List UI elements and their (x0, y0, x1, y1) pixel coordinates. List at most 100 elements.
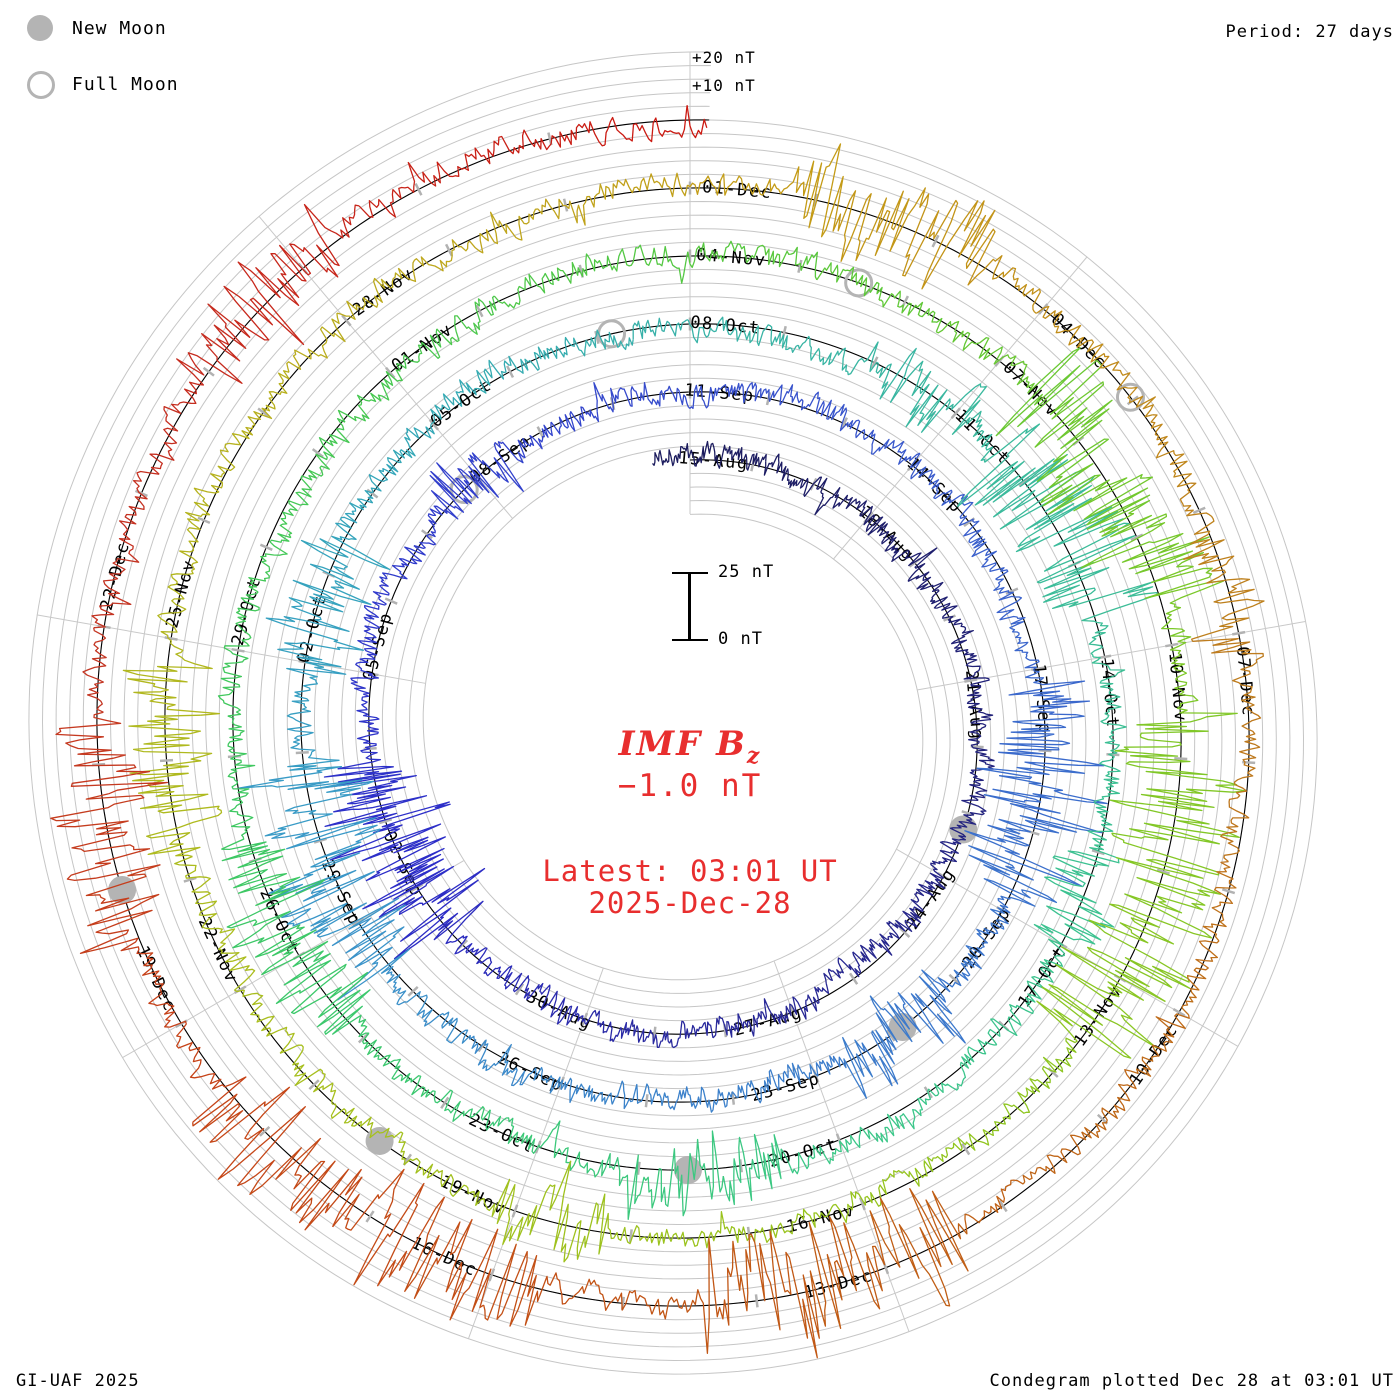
bz-trace-segment (632, 317, 689, 340)
bz-trace-segment (265, 605, 365, 668)
bz-trace-segment (469, 208, 539, 254)
bz-trace-segment (686, 105, 708, 139)
day-tick (1192, 506, 1206, 515)
bz-trace-segment (1033, 876, 1115, 945)
day-tick (937, 872, 950, 881)
bz-trace-segment (1022, 1131, 1087, 1185)
bz-trace-segment (1109, 784, 1247, 845)
bz-trace-segment (620, 244, 689, 284)
day-tick (931, 234, 940, 248)
bz-trace-segment (474, 947, 513, 987)
bz-trace-segment (743, 324, 799, 353)
bz-trace-segment (205, 927, 256, 993)
plotted-timestamp: Condegram plotted Dec 28 at 03:01 UT (989, 1371, 1394, 1391)
bz-trace-segment (752, 998, 792, 1028)
bz-trace-segment (485, 1109, 541, 1154)
full-moon-marker (844, 268, 874, 298)
new-moon-marker (108, 875, 137, 904)
bz-trace-segment (55, 711, 169, 795)
legend-new-moon-label: New Moon (72, 18, 167, 39)
bz-trace-segment (826, 403, 875, 441)
bz-trace-segment (887, 545, 938, 582)
legend-full-moon-label: Full Moon (72, 74, 179, 95)
grid-spiral (69, 92, 1277, 1334)
bz-trace-segment (797, 335, 848, 373)
day-tick (950, 407, 961, 419)
bz-trace-segment (734, 382, 784, 406)
bz-trace-segment (967, 255, 1041, 314)
bz-trace-segment (797, 476, 841, 516)
bz-trace-segment (669, 1020, 714, 1049)
bz-trace-segment (976, 764, 1108, 822)
day-tick (440, 1096, 450, 1109)
day-tick (1130, 533, 1144, 541)
bz-trace-segment (627, 1019, 671, 1049)
latest-time: Latest: 03:01 UT (542, 854, 838, 888)
day-tick (385, 366, 396, 379)
day-tick (257, 407, 270, 418)
bz-trace-segment (193, 430, 250, 494)
bz-trace-segment (864, 1165, 928, 1207)
bz-trace-segment (571, 1278, 653, 1315)
day-tick (1172, 1008, 1186, 1017)
bz-trace-segment (268, 817, 381, 900)
bz-trace-segment (1041, 946, 1166, 1059)
bz-trace-segment (964, 814, 1103, 887)
scale-bar-top-label: 25 nT (718, 562, 775, 582)
bz-trace-segment (722, 1133, 783, 1206)
day-tick (1017, 476, 1030, 487)
day-tick (202, 366, 215, 377)
bz-trace-segment (508, 1160, 586, 1263)
bz-trace-segment (951, 1039, 997, 1091)
bz-trace-segment (336, 267, 403, 320)
bz-trace-segment (397, 239, 471, 283)
bz-trace-segment (808, 1216, 886, 1329)
date-label: 18-Aug (854, 502, 918, 566)
bz-trace-segment (249, 1137, 363, 1231)
bz-trace-segment (909, 452, 953, 500)
day-tick (378, 818, 393, 825)
day-tick (308, 1079, 320, 1091)
scale-bar-bottom-label: 0 nT (718, 629, 763, 649)
full-moon-icon (27, 71, 55, 99)
day-tick (1091, 849, 1105, 856)
day-tick (511, 1204, 519, 1218)
bz-trace-segment (142, 952, 188, 1028)
day-tick (644, 1094, 649, 1108)
bz-trace-segment (1052, 830, 1120, 887)
bz-trace-segment (651, 1237, 732, 1354)
bz-trace-segment (179, 492, 211, 572)
bz-trace-segment (398, 1131, 455, 1187)
bz-trace-segment (791, 983, 830, 1020)
bz-trace-segment (387, 424, 435, 464)
bz-trace-segment (275, 940, 369, 1018)
bz-trace-segment (288, 550, 372, 613)
bz-trace-segment (316, 989, 382, 1058)
day-tick (797, 259, 803, 273)
bz-trace-segment (550, 406, 600, 435)
bz-trace-segment (300, 502, 391, 571)
day-tick (428, 418, 440, 431)
day-tick (414, 183, 423, 196)
day-tick (159, 758, 174, 763)
day-tick (652, 1026, 657, 1040)
bz-trace-segment (726, 445, 767, 471)
bz-trace-segment (949, 799, 987, 841)
day-tick (594, 330, 600, 345)
bz-trace-segment (281, 869, 400, 938)
bz-trace-segment (823, 951, 862, 984)
day-tick (961, 1143, 971, 1156)
grid-spiral (55, 78, 1291, 1348)
bz-trace-segment (847, 341, 917, 403)
bz-trace-segment (993, 578, 1026, 625)
bz-trace-segment (337, 370, 394, 423)
chart-title-subscript: z (746, 742, 762, 769)
bz-trace-segment (1179, 482, 1225, 561)
day-tick (839, 417, 848, 430)
bz-trace-segment (640, 382, 690, 408)
bz-trace-segment (380, 965, 428, 1016)
bz-trace-segment (863, 511, 897, 552)
bz-trace-segment (1026, 935, 1065, 1000)
bz-trace-segment (656, 1210, 728, 1249)
